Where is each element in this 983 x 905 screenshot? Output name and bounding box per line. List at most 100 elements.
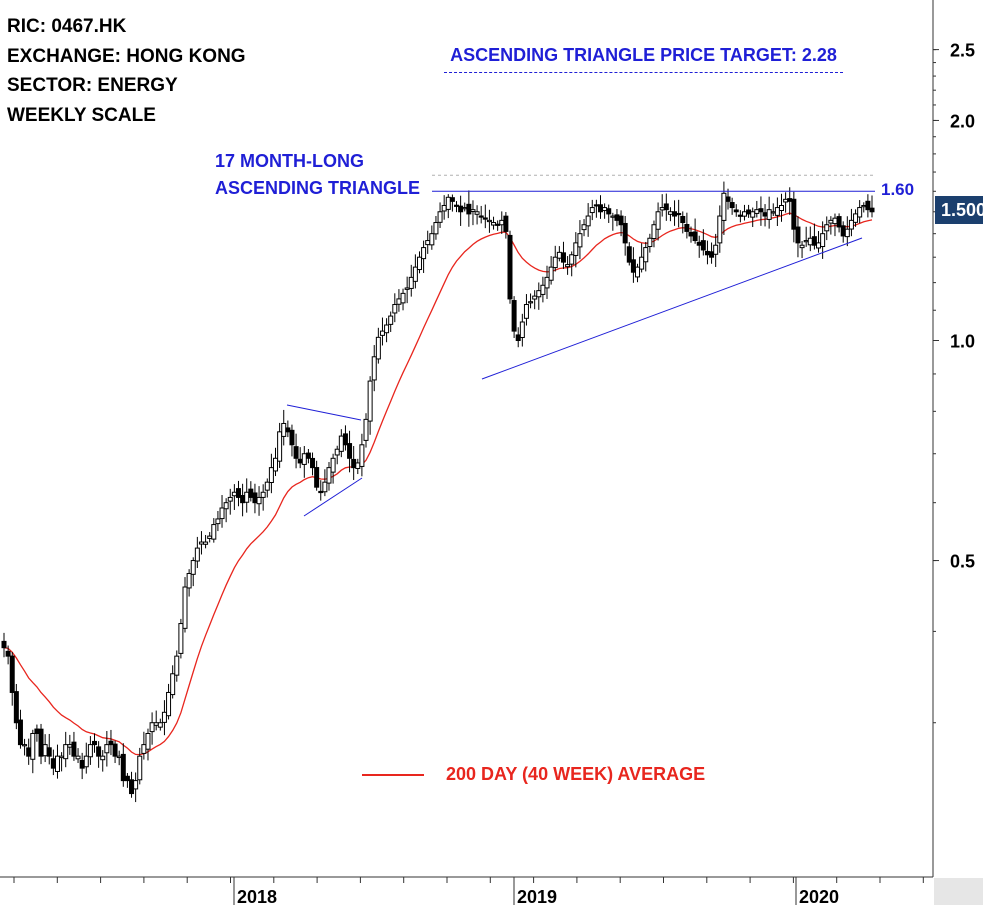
candle-body — [585, 215, 591, 227]
candle-body — [626, 246, 632, 263]
candle-body — [5, 650, 11, 657]
candle-body — [421, 247, 427, 260]
candle-body — [741, 211, 747, 217]
candle-body — [807, 237, 813, 246]
candle-body — [186, 573, 192, 589]
candle-body — [556, 251, 562, 259]
candle-body — [207, 535, 213, 539]
candle-body — [704, 250, 710, 256]
candle-body — [22, 744, 28, 747]
candle-body — [314, 467, 320, 488]
candle-body — [503, 215, 509, 232]
candle-body — [231, 491, 237, 497]
candle-body — [593, 204, 599, 207]
candle-body — [667, 211, 673, 215]
candle-body — [112, 743, 118, 757]
x-tick-label: 2020 — [799, 887, 839, 905]
candle-body — [244, 491, 250, 503]
instrument-info: RIC: 0467.HK EXCHANGE: HONG KONG SECTOR:… — [7, 12, 246, 130]
candle-body — [273, 457, 279, 472]
candle-body — [811, 236, 817, 246]
candle-body — [651, 224, 657, 239]
candle-body — [153, 722, 159, 726]
candle-body — [170, 673, 176, 696]
y-tick-label: 2.5 — [950, 41, 975, 61]
candle-body — [630, 259, 636, 273]
candle-body — [71, 741, 77, 757]
candle-body — [581, 224, 587, 231]
candle-body — [709, 251, 715, 258]
candle-body — [355, 462, 361, 469]
candle-body — [791, 198, 797, 230]
candle-body — [203, 541, 209, 545]
candle-body — [750, 211, 756, 218]
candle-body — [194, 547, 200, 562]
candle-body — [178, 623, 184, 654]
ascending-support-line — [481, 237, 863, 380]
candle-body — [754, 209, 760, 214]
triangle-label-line1: 17 MONTH-LONG — [215, 151, 365, 171]
candle-body — [437, 211, 443, 223]
candle-body — [536, 290, 542, 298]
candle-body — [50, 758, 56, 769]
candle-body — [713, 244, 719, 255]
candle-body — [149, 722, 155, 733]
candle-body — [861, 204, 867, 208]
candle-body — [491, 222, 497, 226]
candle-body — [367, 380, 373, 422]
candle-body — [83, 755, 89, 768]
candle-body — [655, 211, 661, 230]
candle-body — [602, 207, 608, 212]
candle-body — [454, 204, 460, 207]
candle-body — [803, 240, 809, 243]
candle-body — [182, 586, 188, 629]
resistance-level-label: 1.60 — [881, 180, 915, 199]
candle-body — [141, 744, 147, 754]
candle-body — [359, 444, 365, 467]
candle-body — [635, 266, 641, 278]
candle-body — [445, 196, 451, 210]
candle-body — [285, 427, 291, 433]
candle-body — [338, 435, 344, 452]
candle-body — [227, 496, 233, 502]
candle-body — [396, 298, 402, 305]
candle-body — [659, 207, 665, 211]
candle-body — [787, 198, 793, 202]
candle-body — [363, 418, 369, 441]
candle-body — [54, 755, 60, 772]
moving-average-line — [3, 212, 873, 756]
candle-body — [766, 209, 772, 220]
candle-body — [351, 458, 357, 469]
price-target-label: ASCENDING TRIANGLE PRICE TARGET: 2.28 — [444, 45, 843, 73]
candle-body — [499, 219, 505, 226]
candle-body — [42, 744, 48, 757]
candle-body — [46, 747, 52, 757]
candle-body — [416, 256, 422, 271]
candle-body — [614, 214, 620, 221]
candle-body — [59, 755, 65, 759]
candle-body — [330, 457, 336, 473]
candle-body — [700, 240, 706, 251]
candle-body — [67, 744, 73, 748]
candle-body — [375, 336, 381, 360]
candle-body — [26, 747, 32, 757]
candle-body — [495, 223, 501, 226]
candle-body — [174, 655, 180, 676]
candle-body — [289, 429, 295, 446]
candle-body — [639, 256, 645, 270]
candle-body — [795, 226, 801, 244]
candle-body — [733, 209, 739, 213]
candle-body — [256, 496, 262, 505]
candle-body — [853, 213, 859, 223]
candle-body — [717, 215, 723, 244]
candle-body — [676, 212, 682, 216]
candle-body — [301, 453, 307, 465]
candle-body — [9, 655, 15, 693]
candle-body — [865, 200, 871, 211]
candle-body — [565, 264, 571, 268]
candle-body — [219, 507, 225, 520]
candle-body — [342, 433, 348, 446]
candle-body — [145, 732, 151, 750]
candle-body — [577, 233, 583, 248]
candle-body — [124, 775, 130, 782]
